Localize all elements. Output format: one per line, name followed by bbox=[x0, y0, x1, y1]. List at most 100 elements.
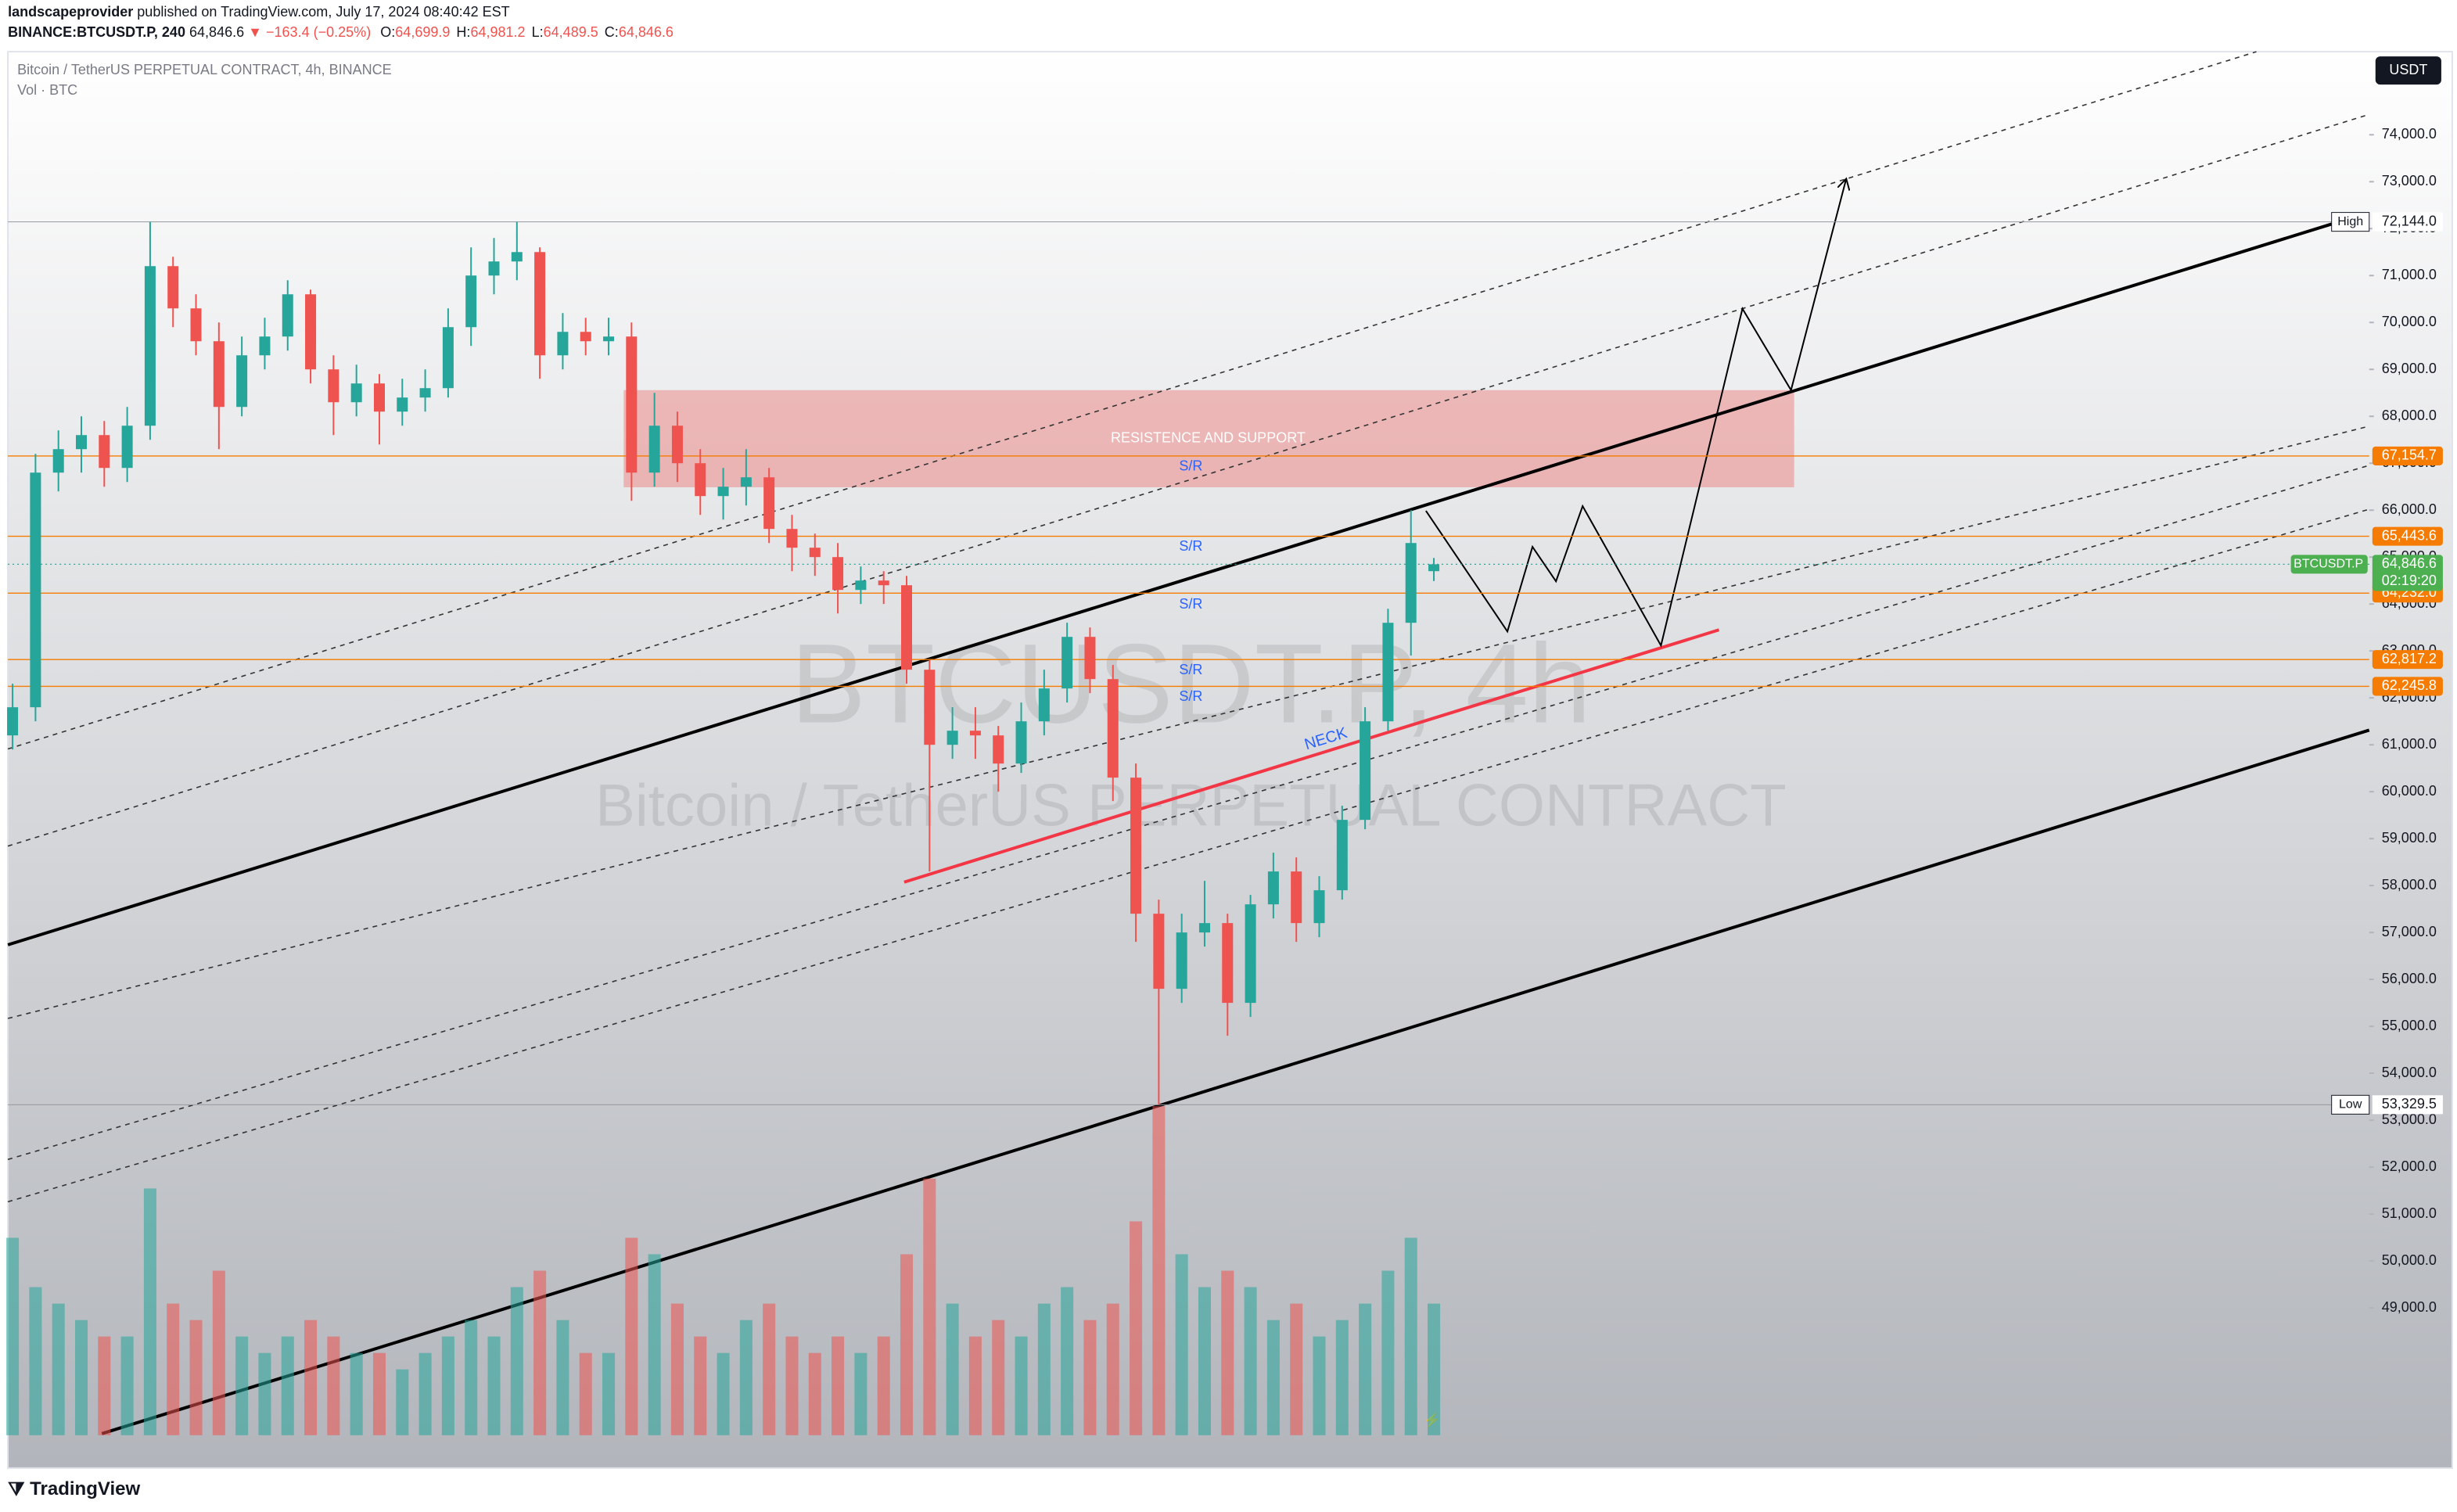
volume-bar bbox=[877, 1336, 890, 1435]
extreme-value-tag bbox=[2372, 1095, 2443, 1115]
dashed-line bbox=[7, 113, 2370, 847]
y-tick-label: 69,000.0 bbox=[2382, 361, 2437, 376]
candle-body bbox=[1084, 637, 1096, 680]
level-tag bbox=[2372, 446, 2443, 465]
candle-body bbox=[1405, 543, 1417, 623]
extreme-text: High bbox=[2337, 214, 2363, 228]
y-tick-label: 56,000.0 bbox=[2382, 971, 2437, 986]
volume-bar bbox=[1198, 1287, 1211, 1435]
y-tick-label: 60,000.0 bbox=[2382, 783, 2437, 799]
candle-body bbox=[99, 435, 110, 469]
y-tick-label: 49,000.0 bbox=[2382, 1299, 2437, 1315]
volume-bar bbox=[648, 1254, 661, 1435]
candle-body bbox=[511, 252, 523, 262]
sr-label: S/R bbox=[1179, 662, 1202, 677]
level-tag bbox=[2372, 650, 2443, 670]
ohlc-key: C: bbox=[605, 24, 619, 40]
volume-bar bbox=[992, 1320, 1005, 1435]
volume-bar bbox=[1244, 1287, 1257, 1435]
volume-bar bbox=[1083, 1320, 1097, 1435]
volume-bar bbox=[487, 1336, 501, 1435]
last-price: 64,846.6 bbox=[189, 24, 244, 40]
volume-bar bbox=[29, 1287, 42, 1435]
volume-bar bbox=[1428, 1303, 1441, 1435]
candle-body bbox=[328, 369, 339, 403]
candle-body bbox=[717, 487, 729, 497]
channel-dashed bbox=[7, 51, 2370, 1203]
candle-body bbox=[52, 449, 64, 473]
candle-body bbox=[1153, 914, 1165, 989]
currency-label: USDT bbox=[2389, 62, 2427, 77]
volume-bar bbox=[465, 1320, 478, 1435]
candle-body bbox=[121, 426, 133, 469]
volume-bar bbox=[120, 1336, 134, 1435]
header-line: landscapeprovider published on TradingVi… bbox=[8, 4, 510, 20]
candle-body bbox=[1130, 778, 1142, 914]
last-symbol-tag bbox=[2290, 555, 2368, 574]
volume-bar bbox=[625, 1237, 638, 1435]
volume-bar bbox=[694, 1336, 707, 1435]
volume-bar bbox=[74, 1320, 88, 1435]
volume-bar bbox=[968, 1336, 982, 1435]
candle-body bbox=[671, 426, 683, 464]
candle-body bbox=[878, 580, 889, 586]
volume-bar bbox=[350, 1352, 363, 1435]
candle-body bbox=[1360, 721, 1371, 821]
y-tick-label: 59,000.0 bbox=[2382, 830, 2437, 846]
volume-bar bbox=[1037, 1303, 1051, 1435]
brand: TradingView bbox=[30, 1478, 140, 1499]
candle-body bbox=[855, 580, 867, 591]
volume-bar bbox=[579, 1352, 592, 1435]
sr-label: S/R bbox=[1179, 688, 1202, 704]
chart-title: Bitcoin / TetherUS PERPETUAL CONTRACT, 4… bbox=[17, 62, 392, 77]
extreme-label: 53,329.5 bbox=[2382, 1096, 2437, 1112]
volume-bar bbox=[510, 1287, 523, 1435]
symbol: BINANCE:BTCUSDT.P, 240 bbox=[8, 24, 185, 40]
last-price-tag bbox=[2372, 555, 2443, 591]
y-tick-label: 68,000.0 bbox=[2382, 408, 2437, 423]
candle-body bbox=[580, 332, 591, 342]
candle-body bbox=[1313, 890, 1325, 924]
volume-bar bbox=[6, 1237, 20, 1435]
volume-bar bbox=[556, 1320, 569, 1435]
volume-bar bbox=[258, 1352, 271, 1435]
candle-body bbox=[1267, 871, 1279, 905]
y-tick-label: 58,000.0 bbox=[2382, 877, 2437, 892]
volume-bar bbox=[1015, 1336, 1028, 1435]
volume-bar bbox=[52, 1303, 65, 1435]
level-tag bbox=[2372, 677, 2443, 696]
volume-bar bbox=[717, 1352, 730, 1435]
volume-bar bbox=[739, 1320, 753, 1435]
candle-body bbox=[695, 463, 706, 497]
dashed-line bbox=[7, 465, 2369, 1161]
currency-button[interactable] bbox=[2375, 56, 2441, 85]
candle-body bbox=[1382, 623, 1394, 722]
candle-body bbox=[626, 336, 638, 473]
extreme-tag bbox=[2331, 212, 2370, 232]
candle-body bbox=[969, 731, 981, 736]
candle-body bbox=[900, 585, 913, 670]
candle-body bbox=[832, 557, 844, 591]
ohlc-key: L: bbox=[532, 24, 544, 40]
level-label: 65,443.6 bbox=[2382, 527, 2437, 543]
watermark-subtitle: Bitcoin / TetherUS PERPETUAL CONTRACT bbox=[595, 773, 1787, 839]
extreme-value-tag bbox=[2372, 212, 2443, 232]
candle-body bbox=[1291, 871, 1302, 924]
header-symbol-line: BINANCE:BTCUSDT.P, 240 64,846.6 ▼ −163.4… bbox=[8, 24, 674, 40]
candle-body bbox=[465, 275, 477, 328]
candle-body bbox=[603, 336, 615, 342]
extreme-tag bbox=[2331, 1094, 2370, 1115]
volume-bar bbox=[1130, 1221, 1143, 1435]
ohlc-value: 64,699.9 bbox=[395, 24, 450, 40]
sr-label: S/R bbox=[1179, 458, 1202, 474]
y-tick-label: 52,000.0 bbox=[2382, 1158, 2437, 1174]
publisher: landscapeprovider bbox=[8, 4, 133, 20]
volume-bar bbox=[212, 1270, 225, 1435]
volume-bar bbox=[1061, 1287, 1074, 1435]
volume-bar bbox=[1175, 1254, 1188, 1435]
y-tick-label: 57,000.0 bbox=[2382, 924, 2437, 939]
volume-bar bbox=[670, 1303, 684, 1435]
candle-body bbox=[30, 472, 41, 708]
